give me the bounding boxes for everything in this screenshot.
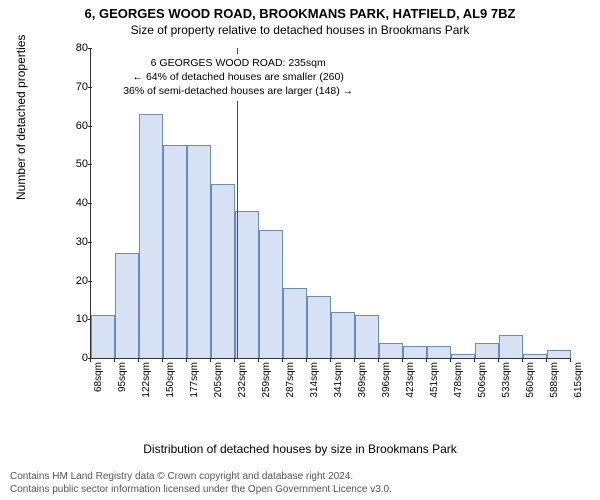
x-tick-mark: [402, 358, 403, 362]
footer-attribution: Contains HM Land Registry data © Crown c…: [10, 471, 392, 496]
y-tick-label: 40: [60, 197, 88, 209]
x-tick-mark: [186, 358, 187, 362]
histogram-bar: [427, 346, 451, 358]
x-tick-label: 560sqm: [525, 362, 536, 412]
histogram-bar: [355, 315, 379, 358]
y-tick-label: 60: [60, 120, 88, 132]
y-axis-label: Number of detached properties: [14, 35, 28, 200]
x-tick-mark: [210, 358, 211, 362]
x-tick-label: 259sqm: [261, 362, 272, 412]
x-tick-mark: [258, 358, 259, 362]
x-tick-label: 588sqm: [549, 362, 560, 412]
x-tick-label: 314sqm: [309, 362, 320, 412]
x-tick-label: 451sqm: [429, 362, 440, 412]
x-tick-label: 68sqm: [93, 362, 104, 412]
x-tick-mark: [282, 358, 283, 362]
histogram-bar: [379, 343, 403, 359]
x-tick-mark: [474, 358, 475, 362]
histogram-bar: [235, 211, 259, 358]
x-tick-mark: [378, 358, 379, 362]
x-tick-mark: [426, 358, 427, 362]
page-subtitle: Size of property relative to detached ho…: [0, 21, 600, 37]
x-tick-label: 423sqm: [405, 362, 416, 412]
histogram-bar: [331, 312, 355, 359]
x-tick-mark: [114, 358, 115, 362]
x-tick-mark: [450, 358, 451, 362]
x-tick-label: 95sqm: [117, 362, 128, 412]
x-tick-mark: [522, 358, 523, 362]
histogram-bar: [475, 343, 499, 359]
histogram-bar: [499, 335, 523, 358]
x-tick-label: 615sqm: [573, 362, 584, 412]
x-tick-mark: [498, 358, 499, 362]
y-tick-label: 0: [60, 352, 88, 364]
x-tick-label: 478sqm: [453, 362, 464, 412]
x-tick-mark: [306, 358, 307, 362]
y-tick-label: 20: [60, 275, 88, 287]
x-tick-mark: [138, 358, 139, 362]
y-tick-label: 70: [60, 81, 88, 93]
histogram-bar: [523, 354, 547, 358]
histogram-bar: [547, 350, 571, 358]
x-tick-label: 122sqm: [141, 362, 152, 412]
x-tick-label: 506sqm: [477, 362, 488, 412]
chart-container: { "title": "6, GEORGES WOOD ROAD, BROOKM…: [0, 0, 600, 500]
x-tick-label: 287sqm: [285, 362, 296, 412]
x-tick-mark: [570, 358, 571, 362]
histogram-bar: [451, 354, 475, 358]
annotation-line-1: 6 GEORGES WOOD ROAD: 235sqm: [99, 56, 377, 70]
histogram-bar: [139, 114, 163, 358]
x-tick-mark: [546, 358, 547, 362]
plot-area: 6 GEORGES WOOD ROAD: 235sqm ← 64% of det…: [90, 48, 571, 359]
x-tick-label: 369sqm: [357, 362, 368, 412]
histogram-bar: [307, 296, 331, 358]
annotation-line-3: 36% of semi-detached houses are larger (…: [99, 84, 377, 98]
page-title: 6, GEORGES WOOD ROAD, BROOKMANS PARK, HA…: [0, 0, 600, 21]
x-tick-label: 205sqm: [213, 362, 224, 412]
histogram-bar: [91, 315, 115, 358]
histogram-bar: [115, 253, 139, 358]
x-tick-mark: [330, 358, 331, 362]
x-tick-label: 232sqm: [237, 362, 248, 412]
chart-area: 01020304050607080 6 GEORGES WOOD ROAD: 2…: [60, 48, 570, 388]
x-tick-label: 341sqm: [333, 362, 344, 412]
y-tick-label: 80: [60, 42, 88, 54]
x-tick-mark: [354, 358, 355, 362]
x-tick-mark: [234, 358, 235, 362]
x-tick-label: 396sqm: [381, 362, 392, 412]
y-tick-label: 50: [60, 158, 88, 170]
annotation-box: 6 GEORGES WOOD ROAD: 235sqm ← 64% of det…: [99, 54, 377, 101]
y-tick-label: 30: [60, 236, 88, 248]
histogram-bar: [163, 145, 187, 358]
y-tick-label: 10: [60, 313, 88, 325]
histogram-bar: [187, 145, 211, 358]
x-tick-label: 150sqm: [165, 362, 176, 412]
footer-line-1: Contains HM Land Registry data © Crown c…: [10, 471, 392, 484]
histogram-bar: [403, 346, 427, 358]
x-tick-label: 533sqm: [501, 362, 512, 412]
footer-line-2: Contains public sector information licen…: [10, 484, 392, 497]
histogram-bar: [259, 230, 283, 358]
x-tick-mark: [90, 358, 91, 362]
x-axis-label: Distribution of detached houses by size …: [0, 442, 600, 456]
annotation-line-2: ← 64% of detached houses are smaller (26…: [99, 70, 377, 84]
histogram-bar: [211, 184, 235, 358]
x-tick-mark: [162, 358, 163, 362]
x-tick-label: 177sqm: [189, 362, 200, 412]
histogram-bar: [283, 288, 307, 358]
